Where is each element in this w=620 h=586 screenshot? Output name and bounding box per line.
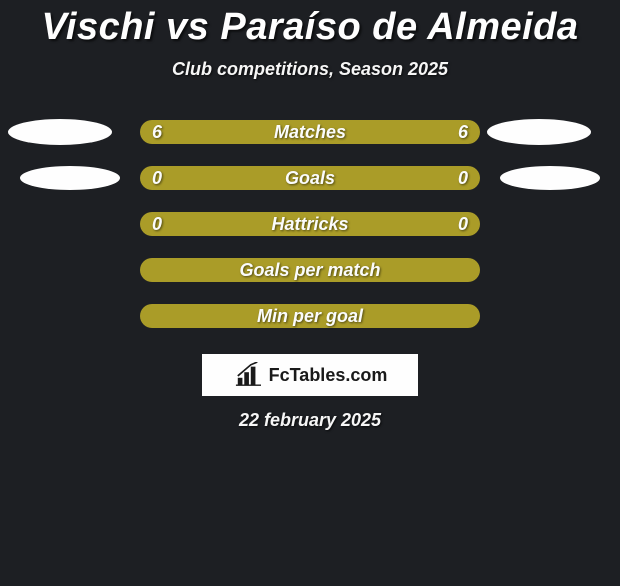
- stat-label: Goals per match: [239, 260, 380, 281]
- stat-value-right: 0: [458, 214, 468, 235]
- stat-row: Goals per match: [0, 258, 620, 282]
- ellipse-right: [487, 119, 591, 145]
- stat-row: Goals 0 0: [0, 166, 620, 190]
- ellipse-right: [500, 166, 600, 190]
- logo-box: FcTables.com: [202, 354, 418, 396]
- stat-bar: Hattricks 0 0: [140, 212, 480, 236]
- stat-value-right: 6: [458, 122, 468, 143]
- stat-label: Min per goal: [257, 306, 363, 327]
- date-line: 22 february 2025: [0, 410, 620, 431]
- stat-row: Hattricks 0 0: [0, 212, 620, 236]
- stat-row: Min per goal: [0, 304, 620, 328]
- stat-value-left: 0: [152, 214, 162, 235]
- stat-label: Goals: [285, 168, 335, 189]
- stat-rows: Matches 6 6 Goals 0 0 Hattricks 0 0 Goals per mat…: [0, 120, 620, 328]
- stat-value-left: 0: [152, 168, 162, 189]
- stat-row: Matches 6 6: [0, 120, 620, 144]
- ellipse-left: [8, 119, 112, 145]
- logo-text: FcTables.com: [269, 365, 388, 386]
- stat-value-left: 6: [152, 122, 162, 143]
- subtitle: Club competitions, Season 2025: [0, 59, 620, 80]
- stat-label: Matches: [274, 122, 346, 143]
- bars-icon: [233, 362, 263, 388]
- stat-label: Hattricks: [271, 214, 348, 235]
- stat-bar: Min per goal: [140, 304, 480, 328]
- page-title: Vischi vs Paraíso de Almeida: [0, 6, 620, 49]
- stat-bar: Goals 0 0: [140, 166, 480, 190]
- stat-bar: Matches 6 6: [140, 120, 480, 144]
- stat-value-right: 0: [458, 168, 468, 189]
- ellipse-left: [20, 166, 120, 190]
- stat-bar: Goals per match: [140, 258, 480, 282]
